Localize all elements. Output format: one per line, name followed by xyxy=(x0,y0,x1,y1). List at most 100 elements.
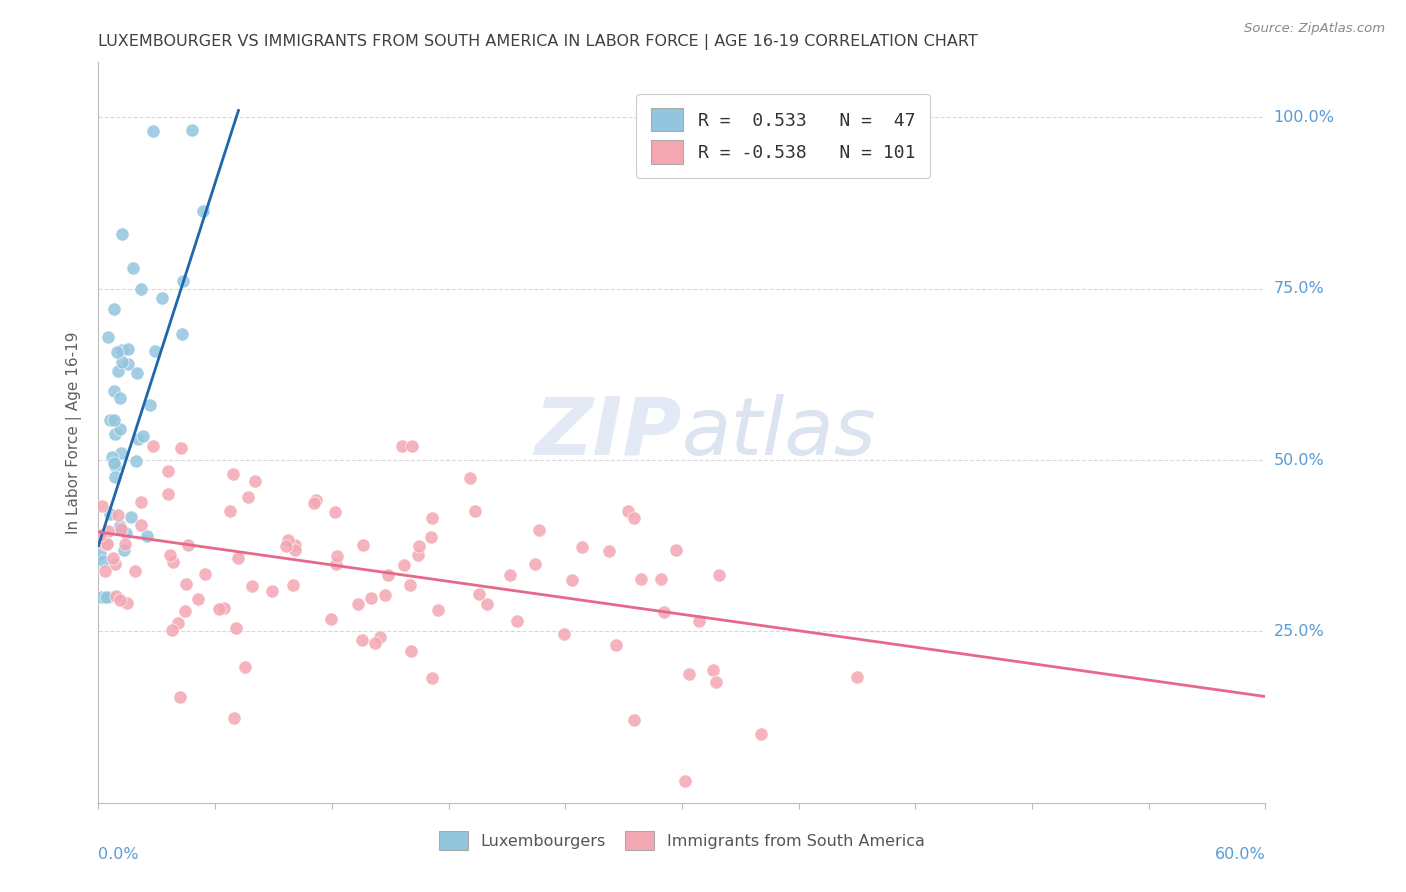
Point xyxy=(325,557,347,571)
Point xyxy=(103,302,125,317)
Point xyxy=(127,366,149,380)
Point xyxy=(499,567,522,582)
Point xyxy=(111,227,134,241)
Point xyxy=(225,621,247,635)
Point xyxy=(98,508,121,522)
Point xyxy=(108,592,131,607)
Point xyxy=(277,533,299,548)
Point xyxy=(623,713,645,727)
Point xyxy=(392,558,415,572)
Point xyxy=(110,445,132,459)
Point xyxy=(122,261,145,276)
Point xyxy=(304,496,326,510)
Text: atlas: atlas xyxy=(682,393,877,472)
Point xyxy=(103,384,125,399)
Point xyxy=(704,675,727,690)
Text: Source: ZipAtlas.com: Source: ZipAtlas.com xyxy=(1244,22,1385,36)
Text: 60.0%: 60.0% xyxy=(1215,847,1265,863)
Point xyxy=(174,577,197,591)
Point xyxy=(96,536,118,550)
Point xyxy=(236,491,259,505)
Point xyxy=(427,603,450,617)
Point xyxy=(408,539,430,553)
Point xyxy=(177,538,200,552)
Point xyxy=(112,543,135,558)
Point xyxy=(319,612,342,626)
Point xyxy=(406,549,429,563)
Point xyxy=(145,344,167,359)
Point xyxy=(420,530,443,544)
Text: 100.0%: 100.0% xyxy=(1274,110,1334,125)
Point xyxy=(166,616,188,631)
Point xyxy=(169,690,191,704)
Point xyxy=(274,540,297,554)
Point xyxy=(94,565,117,579)
Point xyxy=(129,282,152,296)
Point xyxy=(623,511,645,525)
Point xyxy=(377,567,399,582)
Point xyxy=(222,467,245,482)
Point xyxy=(749,727,772,741)
Point xyxy=(360,591,382,605)
Point xyxy=(420,672,443,686)
Point xyxy=(605,638,627,652)
Point xyxy=(194,567,217,582)
Point xyxy=(96,535,118,549)
Point xyxy=(108,518,131,533)
Legend: Luxembourgers, Immigrants from South America: Luxembourgers, Immigrants from South Ame… xyxy=(432,823,932,858)
Point xyxy=(846,670,869,684)
Point xyxy=(170,441,193,455)
Point xyxy=(110,522,132,536)
Point xyxy=(98,413,121,427)
Point xyxy=(464,503,486,517)
Point xyxy=(94,537,117,551)
Point xyxy=(675,773,697,788)
Point xyxy=(97,329,120,343)
Point xyxy=(467,587,489,601)
Point xyxy=(281,578,304,592)
Point xyxy=(117,357,139,371)
Point xyxy=(218,504,240,518)
Point xyxy=(346,597,368,611)
Point xyxy=(138,398,160,412)
Point xyxy=(222,711,245,725)
Point xyxy=(172,274,194,288)
Point xyxy=(104,470,127,484)
Point xyxy=(650,572,672,586)
Point xyxy=(160,624,183,638)
Point xyxy=(214,600,236,615)
Point xyxy=(598,543,620,558)
Point xyxy=(132,428,155,442)
Point xyxy=(89,528,111,542)
Point xyxy=(284,538,307,552)
Point xyxy=(652,605,675,619)
Point xyxy=(105,344,128,359)
Point xyxy=(553,627,575,641)
Point xyxy=(90,590,112,604)
Text: ZIP: ZIP xyxy=(534,393,682,472)
Point xyxy=(707,567,730,582)
Point xyxy=(103,557,125,571)
Point xyxy=(110,422,132,436)
Point xyxy=(124,564,146,578)
Point xyxy=(326,549,349,563)
Point xyxy=(523,558,546,572)
Point xyxy=(142,439,165,453)
Point xyxy=(181,122,204,136)
Point xyxy=(96,524,118,539)
Point xyxy=(664,543,686,558)
Point xyxy=(506,614,529,628)
Point xyxy=(401,439,423,453)
Point xyxy=(475,597,498,611)
Point xyxy=(107,364,129,378)
Point xyxy=(120,510,142,524)
Point xyxy=(368,630,391,644)
Point xyxy=(100,450,122,464)
Point xyxy=(208,602,231,616)
Point xyxy=(561,574,583,588)
Point xyxy=(150,291,173,305)
Point xyxy=(125,453,148,467)
Point xyxy=(284,542,307,557)
Point xyxy=(103,413,125,427)
Point xyxy=(157,464,180,478)
